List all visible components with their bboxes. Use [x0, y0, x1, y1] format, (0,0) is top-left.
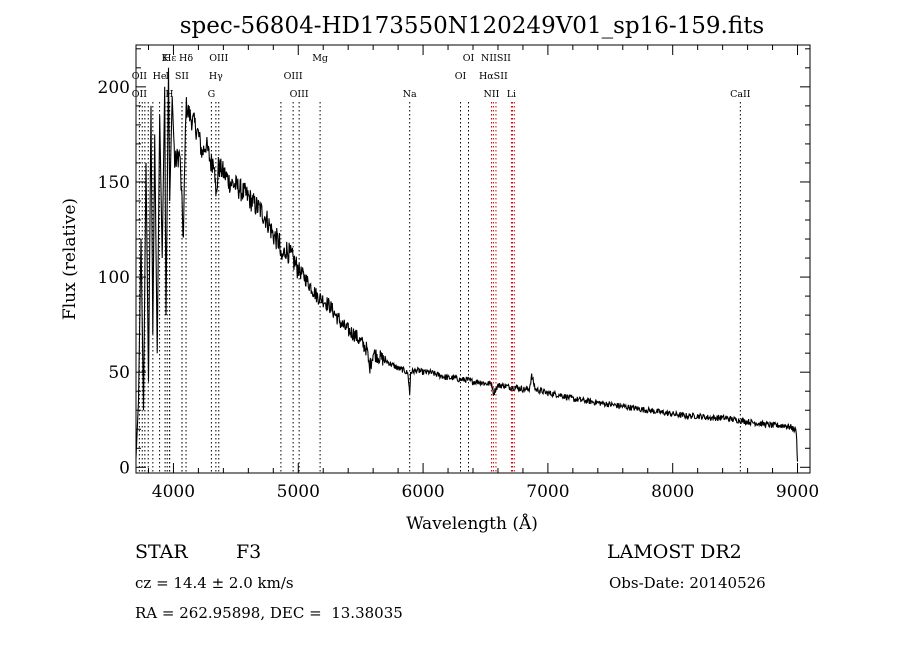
spectral-line-label: OII [132, 71, 148, 82]
coordinates-text: RA = 262.95898, DEC = 13.38035 [135, 604, 403, 622]
y-tick-label: 0 [119, 458, 130, 478]
survey-name: LAMOST DR2 [607, 541, 742, 563]
object-class: STAR [135, 541, 188, 563]
y-tick-label: 100 [98, 268, 130, 288]
spectrum-series [135, 67, 799, 462]
x-tick-label: 5000 [277, 482, 320, 502]
x-tick-label: 4000 [152, 482, 195, 502]
spectral-line-label: Hγ [209, 71, 223, 82]
axis-ticks: 4000 5000 6000 7000 8000 9000 0 50 100 150 200 [98, 45, 819, 502]
spectrum-line [135, 67, 799, 462]
spectral-line-label: Hε [163, 53, 176, 64]
spectral-line-label: Na [403, 89, 417, 100]
spectral-line-label: Li [507, 89, 516, 100]
y-tick-label: 200 [98, 78, 130, 98]
spectral-line-label: He [153, 71, 167, 82]
spectral-line-label: Hδ [179, 53, 193, 64]
x-axis-label: Wavelength (Å) [406, 513, 538, 534]
spectral-line-label: HαSII [479, 71, 508, 82]
spectral-line-label: Mg [312, 53, 328, 64]
plot-frame [135, 44, 811, 474]
object-subclass: F3 [236, 541, 262, 563]
y-tick-label: 50 [108, 363, 130, 383]
spectral-line-label: OI [463, 53, 475, 64]
spectral-line-label: K [162, 53, 170, 64]
x-tick-label: 7000 [526, 482, 569, 502]
spectral-line-label: I [165, 71, 169, 82]
spectral-line-label: OI [455, 71, 467, 82]
spectral-line-label: OIII [209, 53, 228, 64]
x-tick-label: 9000 [776, 482, 819, 502]
spectral-line-label: G [208, 89, 216, 100]
spectral-line-label: CaII [730, 89, 751, 100]
spectral-line-label: H [165, 89, 173, 100]
observation-date: Obs-Date: 20140526 [609, 574, 766, 592]
y-axis-label: Flux (relative) [60, 198, 80, 320]
spectral-line-label: OII [132, 89, 148, 100]
y-tick-label: 150 [98, 173, 130, 193]
x-tick-label: 6000 [401, 482, 444, 502]
spectral-line-markers: HεK Hδ OIII Mg OI NIISII OII HeI SII Hγ OIII OI HαSI… [132, 53, 751, 473]
spectral-line-label: SII [175, 71, 189, 82]
spectral-line-label: NIISII [481, 53, 511, 64]
spectral-line-label: OIII [284, 71, 303, 82]
spectral-line-label: OIII [290, 89, 309, 100]
redshift-text: cz = 14.4 ± 2.0 km/s [135, 574, 294, 592]
spectral-line-label: NII [484, 89, 500, 100]
chart-title: spec-56804-HD173550N120249V01_sp16-159.f… [180, 13, 765, 39]
x-tick-label: 8000 [651, 482, 694, 502]
